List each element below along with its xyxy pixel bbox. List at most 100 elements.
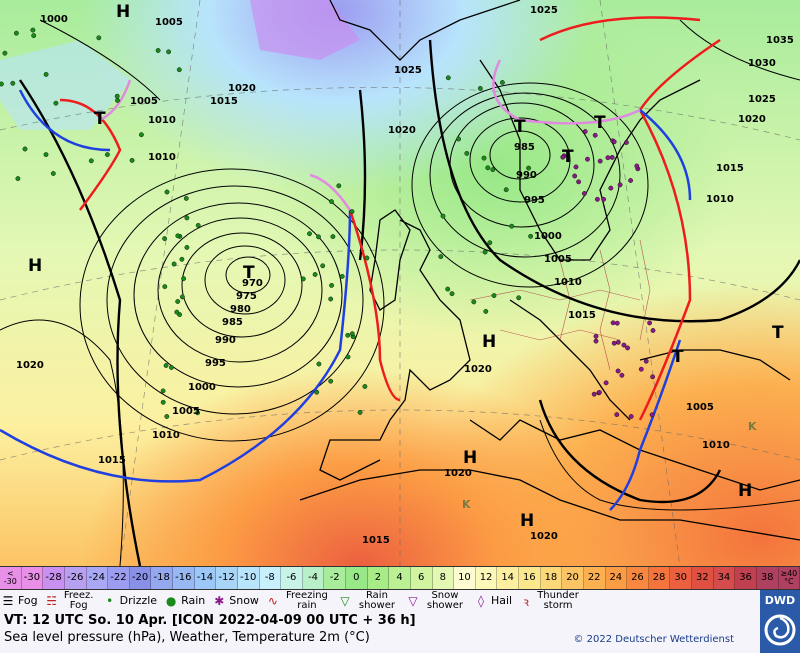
pressure-label: 1025	[394, 65, 422, 76]
pressure-label: 1005	[686, 402, 714, 413]
pressure-label: 985	[514, 142, 535, 153]
pressure-center-high: H	[28, 256, 42, 276]
scale-cell: -8	[259, 567, 282, 589]
snow-symbol	[647, 320, 652, 326]
freezing-rain-icon: ∿	[267, 594, 278, 608]
snow-symbol	[628, 178, 633, 183]
snow-symbol	[621, 342, 627, 348]
rain-symbol	[339, 273, 345, 279]
rain-symbol	[175, 233, 181, 239]
rain-symbol	[528, 233, 533, 239]
snow-symbol	[615, 339, 621, 345]
snow-symbol	[585, 156, 590, 162]
rain-symbol	[174, 309, 180, 315]
graticule	[0, 0, 800, 566]
pressure-label: 1020	[388, 125, 416, 136]
scale-cell: -20	[129, 567, 152, 589]
cold-core	[250, 0, 360, 60]
rain-symbol	[43, 72, 49, 77]
rain-symbol	[503, 187, 509, 193]
pressure-label: 1020	[464, 364, 492, 375]
scale-cell: 8	[432, 567, 455, 589]
rain-symbol	[129, 157, 135, 163]
snow-symbol	[605, 155, 611, 161]
scale-cell: -14	[194, 567, 217, 589]
scale-cell: 36	[735, 567, 757, 589]
snow-symbol	[591, 391, 597, 397]
pressure-label: 1005	[544, 254, 572, 265]
rain-symbol	[53, 100, 59, 106]
snow-symbol	[573, 164, 579, 170]
scale-cell: 4	[389, 567, 411, 589]
rain-symbol	[179, 256, 185, 262]
cold-front-1	[0, 209, 352, 483]
snow-symbol	[593, 338, 599, 344]
pressure-label: 1010	[706, 194, 734, 205]
scale-cell: 22	[583, 567, 606, 589]
snow-symbol	[603, 380, 609, 386]
rain-symbol	[328, 296, 334, 302]
dwd-logo-text: DWD	[764, 594, 796, 607]
rain-symbol	[487, 240, 493, 246]
snow-symbol	[625, 345, 630, 351]
warm-front-1	[348, 209, 401, 402]
rain-symbol	[349, 331, 355, 337]
scale-cell: 34	[713, 567, 736, 589]
snow-shower-icon: ▽	[408, 594, 418, 608]
dwd-spiral-icon	[764, 614, 796, 646]
rain-symbol	[499, 80, 505, 85]
snow-symbol	[582, 191, 587, 196]
pressure-label: 1010	[148, 152, 176, 163]
rain-symbol	[357, 409, 363, 415]
snow-symbol	[643, 358, 649, 364]
rain-symbol	[490, 167, 496, 173]
rain-symbol	[345, 354, 351, 360]
rain-icon: ●	[165, 594, 177, 608]
snow-symbol	[628, 414, 634, 419]
pressure-label-group: 1000 1005 1025 1035 1030 1025 1020 1015 …	[16, 5, 794, 546]
scale-cell: 6	[410, 567, 433, 589]
rain-symbol	[30, 27, 36, 33]
legend-hail: ◊ Hail	[473, 594, 512, 608]
pressure-label: 970	[242, 278, 263, 289]
temperature-scale: < -30 -30 -28 -26 -24 -22 -20 -18 -16 -14 -12 -10 -8…	[0, 566, 800, 590]
rain-symbol	[163, 363, 169, 368]
snow-symbol	[638, 366, 644, 372]
rain-symbol	[171, 261, 177, 267]
copyright: © 2022 Deutscher Wetterdienst	[573, 634, 734, 645]
scale-cell: -30	[21, 567, 44, 589]
legend-snow-shower-label: Snow shower	[426, 590, 463, 611]
rain-symbol	[175, 299, 181, 304]
legend-fog: ☰ Fog	[0, 594, 38, 608]
rain-symbol	[96, 35, 102, 41]
scale-cell: -6	[281, 567, 303, 589]
rain-symbol	[162, 236, 168, 242]
scale-cell: -10	[237, 567, 260, 589]
rain-symbol	[464, 150, 470, 156]
legend-rain-shower: ▽ Rain shower	[337, 591, 399, 611]
pressure-label: 1005	[155, 17, 183, 28]
rain-shower-icon: ▽	[340, 594, 350, 608]
pressure-label: 975	[236, 291, 257, 302]
rain-symbol	[179, 294, 185, 300]
warm-front-4	[638, 38, 721, 421]
rain-symbol	[482, 249, 488, 255]
legend-thunderstorm-label: Thunder storm	[537, 590, 579, 611]
snow-symbol	[614, 412, 620, 417]
pressure-label: 1020	[228, 83, 256, 94]
snow-symbol	[649, 412, 655, 418]
snow-symbol	[615, 368, 621, 374]
rain-symbol	[509, 223, 515, 229]
rain-symbol	[183, 195, 189, 201]
scale-cell: 30	[670, 567, 692, 589]
snow-symbol	[614, 320, 620, 326]
scale-cell: -24	[86, 567, 109, 589]
cold-front-2	[18, 89, 111, 152]
rain-symbol	[316, 361, 322, 367]
rain-symbol	[15, 176, 21, 182]
rain-symbol	[445, 286, 451, 292]
dwd-logo: DWD	[760, 590, 800, 653]
temperature-label-cold: K	[462, 498, 471, 511]
scale-min-symbol: <	[6, 569, 14, 578]
scale-cell: -12	[216, 567, 238, 589]
